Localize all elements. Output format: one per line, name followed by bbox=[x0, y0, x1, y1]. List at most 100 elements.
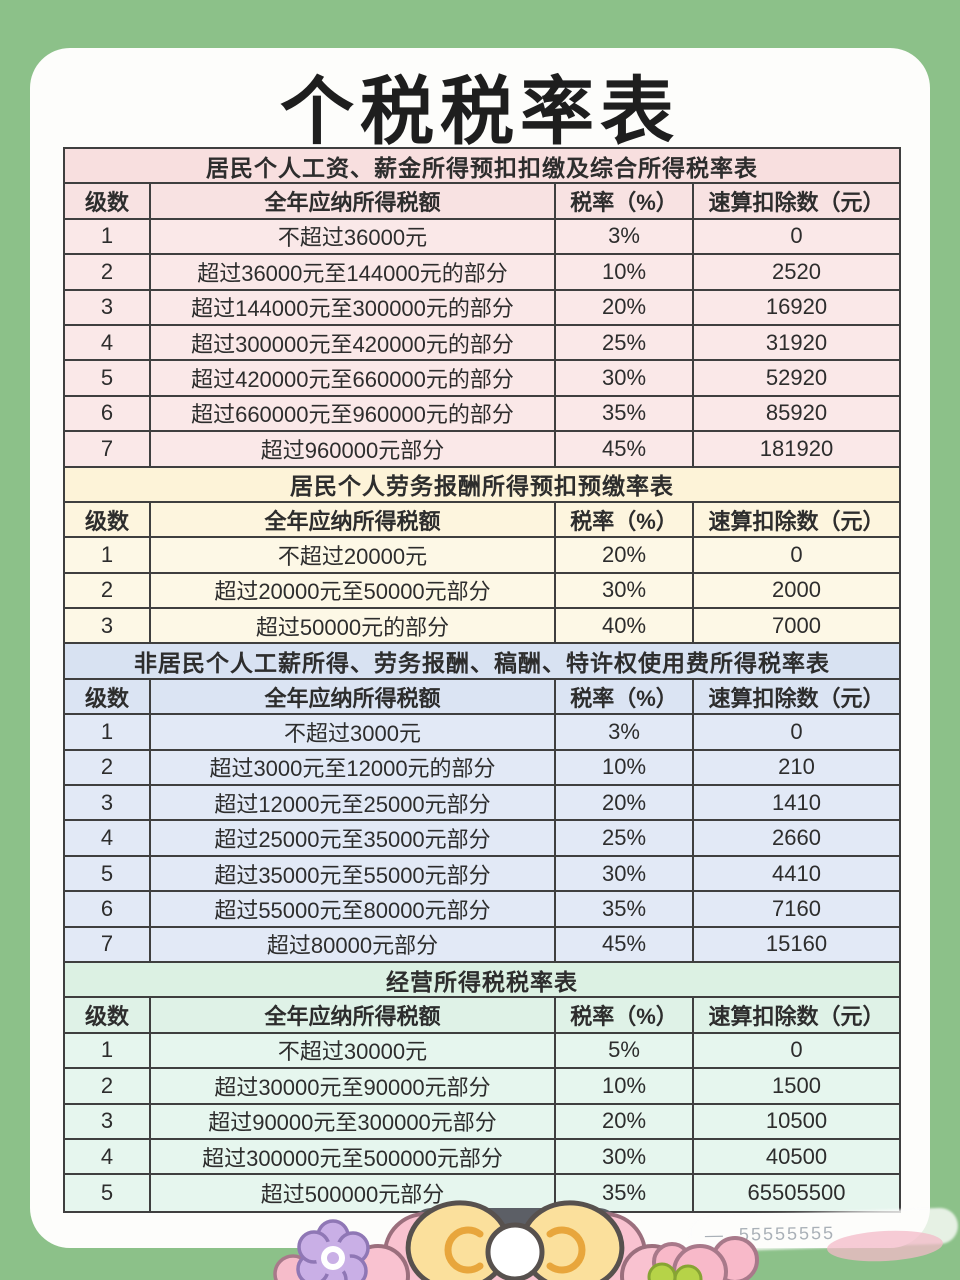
table-cell: 7000 bbox=[772, 612, 821, 638]
table-row: 1 不超过36000元 3% 0 bbox=[65, 219, 899, 256]
table-cell: 7160 bbox=[772, 895, 821, 921]
table-row: 4 超过25000元至35000元部分 25% 2660 bbox=[65, 821, 899, 857]
table-row: 4 超过300000元至420000元的部分 25% 31920 bbox=[65, 325, 899, 362]
table-header-row-1: 级数 全年应纳所得税额 税率（%） 速算扣除数（元） bbox=[65, 502, 899, 539]
table-cell: 5 bbox=[65, 1175, 151, 1211]
table-header-row-2: 级数 全年应纳所得税额 税率（%） 速算扣除数（元） bbox=[65, 679, 899, 716]
table-cell: 25% bbox=[556, 325, 694, 360]
table-cell: 超过12000元至25000元部分 bbox=[151, 786, 556, 820]
table-cell: 超过960000元部分 bbox=[151, 432, 556, 466]
table-cell: 超过144000元至300000元的部分 bbox=[151, 290, 556, 324]
table-cell: 4410 bbox=[772, 860, 821, 886]
table-cell: 超过300000元至500000元部分 bbox=[151, 1139, 556, 1174]
table-cell: 15160 bbox=[765, 931, 828, 957]
table-cell: 20% bbox=[556, 290, 694, 324]
table-cell: 210 bbox=[778, 754, 815, 780]
green-leaves-icon bbox=[647, 1262, 703, 1280]
table-cell: 30% bbox=[556, 856, 694, 891]
table-row: 6 超过55000元至80000元部分 35% 7160 bbox=[65, 892, 899, 928]
table-cell: 7 bbox=[65, 432, 151, 466]
table-section-title-0: 居民个人工资、薪金所得预扣扣缴及综合所得税率表 bbox=[65, 149, 899, 185]
table-row: 1 不超过30000元 5% 0 bbox=[65, 1033, 899, 1070]
column-header: 速算扣除数（元） bbox=[708, 1004, 885, 1030]
table-cell: 30% bbox=[556, 573, 694, 608]
table-cell: 超过35000元至55000元部分 bbox=[151, 856, 556, 891]
column-header: 速算扣除数（元） bbox=[708, 685, 885, 711]
table-cell: 超过3000元至12000元的部分 bbox=[151, 750, 556, 785]
page-title: 个税税率表 bbox=[280, 70, 680, 153]
table-cell: 超过500000元部分 bbox=[151, 1175, 556, 1211]
column-header: 税率（%） bbox=[556, 998, 694, 1032]
table-cell: 1 bbox=[65, 219, 151, 254]
table-cell: 2000 bbox=[772, 577, 821, 603]
table-cell: 30% bbox=[556, 361, 694, 395]
table-cell: 5 bbox=[65, 856, 151, 891]
table-cell: 3% bbox=[556, 715, 694, 749]
column-header: 级数 bbox=[65, 998, 151, 1032]
table-cell: 4 bbox=[65, 1139, 151, 1174]
table-cell: 45% bbox=[556, 927, 694, 961]
table-row: 2 超过36000元至144000元的部分 10% 2520 bbox=[65, 255, 899, 291]
table-cell: 超过50000元的部分 bbox=[151, 609, 556, 643]
table-row: 3 超过50000元的部分 40% 7000 bbox=[65, 609, 899, 645]
faded-pink-smear bbox=[827, 1230, 943, 1262]
table-row: 4 超过300000元至500000元部分 30% 40500 bbox=[65, 1139, 899, 1176]
table-cell: 超过660000元至960000元的部分 bbox=[151, 396, 556, 431]
column-header: 全年应纳所得税额 bbox=[151, 184, 556, 218]
table-cell: 35% bbox=[556, 892, 694, 926]
table-cell: 3 bbox=[65, 609, 151, 643]
table-cell: 3 bbox=[65, 1104, 151, 1138]
table-cell: 20% bbox=[556, 1104, 694, 1138]
table-cell: 0 bbox=[790, 223, 803, 249]
table-cell: 1 bbox=[65, 1033, 151, 1068]
table-cell: 2 bbox=[65, 573, 151, 608]
table-cell: 2660 bbox=[772, 825, 821, 851]
column-header: 全年应纳所得税额 bbox=[151, 679, 556, 714]
table-cell: 0 bbox=[790, 718, 803, 744]
table-cell: 2 bbox=[65, 1069, 151, 1103]
table-cell: 超过25000元至35000元部分 bbox=[151, 821, 556, 855]
table-row: 5 超过35000元至55000元部分 30% 4410 bbox=[65, 856, 899, 893]
column-header: 速算扣除数（元） bbox=[708, 508, 885, 534]
table-cell: 10500 bbox=[765, 1108, 828, 1134]
table-cell: 3 bbox=[65, 290, 151, 324]
table-cell: 不超过3000元 bbox=[151, 715, 556, 749]
table-row: 2 超过20000元至50000元部分 30% 2000 bbox=[65, 573, 899, 610]
table-cell: 20% bbox=[556, 538, 694, 572]
table-cell: 超过36000元至144000元的部分 bbox=[151, 255, 556, 289]
table-cell: 10% bbox=[556, 750, 694, 785]
table-row: 1 不超过3000元 3% 0 bbox=[65, 715, 899, 751]
table-row: 7 超过960000元部分 45% 181920 bbox=[65, 432, 899, 468]
column-header: 级数 bbox=[65, 502, 151, 537]
table-cell: 1 bbox=[65, 715, 151, 749]
column-header: 级数 bbox=[65, 184, 151, 218]
table-cell: 不超过30000元 bbox=[151, 1033, 556, 1068]
table-cell: 不超过20000元 bbox=[151, 538, 556, 572]
table-row: 2 超过3000元至12000元的部分 10% 210 bbox=[65, 750, 899, 787]
table-cell: 181920 bbox=[759, 435, 834, 461]
table-row: 3 超过144000元至300000元的部分 20% 16920 bbox=[65, 290, 899, 326]
table-row: 1 不超过20000元 20% 0 bbox=[65, 538, 899, 574]
table-cell: 45% bbox=[556, 432, 694, 466]
table-cell: 超过55000元至80000元部分 bbox=[151, 892, 556, 926]
table-cell: 35% bbox=[556, 396, 694, 431]
column-header: 税率（%） bbox=[556, 502, 694, 537]
column-header: 全年应纳所得税额 bbox=[151, 502, 556, 537]
table-header-row-3: 级数 全年应纳所得税额 税率（%） 速算扣除数（元） bbox=[65, 998, 899, 1034]
yellow-bow-icon bbox=[405, 1200, 625, 1280]
table-cell: 2 bbox=[65, 750, 151, 785]
table-row: 2 超过30000元至90000元部分 10% 1500 bbox=[65, 1069, 899, 1105]
table-cell: 40% bbox=[556, 609, 694, 643]
table-row: 5 超过420000元至660000元的部分 30% 52920 bbox=[65, 361, 899, 397]
table-cell: 30% bbox=[556, 1139, 694, 1174]
table-cell: 1 bbox=[65, 538, 151, 572]
table-section-title-2: 非居民个人工薪所得、劳务报酬、稿酬、特许权使用费所得税率表 bbox=[65, 644, 899, 680]
table-row: 5 超过500000元部分 35% 65505500 bbox=[65, 1175, 899, 1211]
table-row: 3 超过12000元至25000元部分 20% 1410 bbox=[65, 786, 899, 822]
table-cell: 5% bbox=[556, 1033, 694, 1068]
table-cell: 1500 bbox=[772, 1072, 821, 1098]
table-cell: 超过80000元部分 bbox=[151, 927, 556, 961]
table-cell: 31920 bbox=[765, 329, 828, 355]
table-cell: 4 bbox=[65, 821, 151, 855]
